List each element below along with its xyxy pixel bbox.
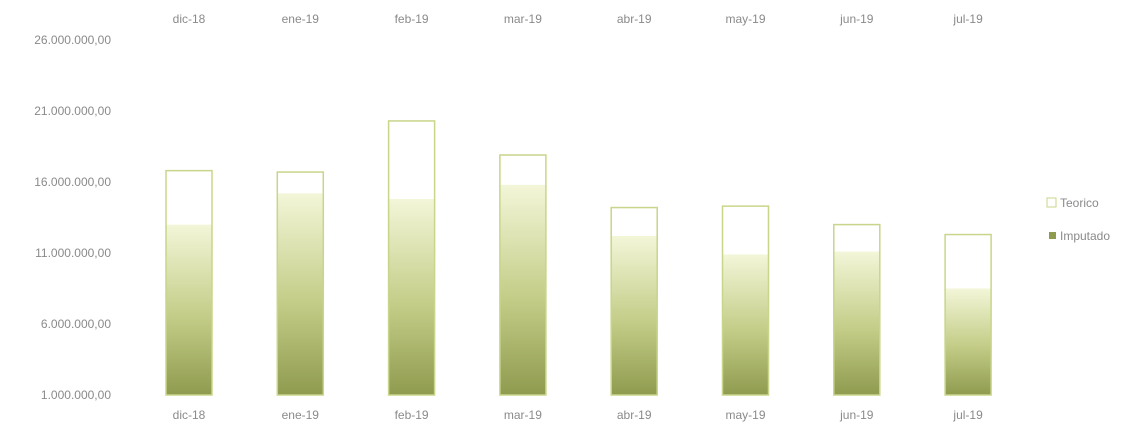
y-tick-label: 6.000.000,00 <box>41 317 111 331</box>
bar-teorico <box>165 169 213 396</box>
y-tick-label: 21.000.000,00 <box>34 104 111 118</box>
x-tick-label-top: dic-18 <box>173 12 206 26</box>
x-tick-label-top: jun-19 <box>839 12 874 26</box>
legend-label-imputado: Imputado <box>1060 229 1110 243</box>
x-tick-label-bottom: jul-19 <box>952 408 983 422</box>
x-tick-label-top: feb-19 <box>395 12 429 26</box>
legend-swatch-teorico <box>1046 197 1057 208</box>
x-axis-top: dic-18 ene-19 feb-19 mar-19 abr-19 may-19 jun-… <box>173 12 983 26</box>
bar-teorico <box>499 154 547 396</box>
legend-label-teorico: Teorico <box>1060 196 1099 210</box>
bar-teorico <box>721 205 770 396</box>
bar-imputado <box>388 199 435 395</box>
x-tick-label-bottom: mar-19 <box>504 408 542 422</box>
bar-imputado <box>833 251 880 395</box>
bars <box>165 120 992 396</box>
x-tick-label-bottom: abr-19 <box>617 408 652 422</box>
bar-imputado <box>722 254 769 395</box>
y-tick-label: 26.000.000,00 <box>34 33 111 47</box>
bar-imputado <box>166 224 212 395</box>
bar-teorico <box>833 223 881 396</box>
legend: Teorico Imputado <box>1046 196 1110 243</box>
bar-imputado <box>945 288 992 395</box>
y-tick-label: 1.000.000,00 <box>41 388 111 402</box>
x-tick-label-bottom: feb-19 <box>395 408 429 422</box>
x-tick-label-bottom: may-19 <box>725 408 765 422</box>
bar-teorico <box>276 171 325 396</box>
bar-imputado <box>277 193 324 395</box>
bar-imputado <box>611 235 658 395</box>
x-axis-bottom: dic-18 ene-19 feb-19 mar-19 abr-19 may-19 jun-… <box>173 408 983 422</box>
y-axis: 1.000.000,00 6.000.000,00 11.000.000,00 16.… <box>34 33 111 402</box>
x-tick-label-bottom: jun-19 <box>839 408 874 422</box>
x-tick-label-top: ene-19 <box>282 12 320 26</box>
y-tick-label: 16.000.000,00 <box>34 175 111 189</box>
x-tick-label-top: may-19 <box>725 12 765 26</box>
y-tick-label: 11.000.000,00 <box>35 246 111 260</box>
bar-imputado <box>499 184 546 395</box>
x-tick-label-top: abr-19 <box>617 12 652 26</box>
x-tick-label-top: jul-19 <box>952 12 983 26</box>
x-tick-label-bottom: dic-18 <box>173 408 206 422</box>
x-tick-label-bottom: ene-19 <box>282 408 320 422</box>
bar-teorico <box>944 233 992 396</box>
bar-teorico <box>610 206 658 396</box>
x-tick-label-top: mar-19 <box>504 12 542 26</box>
legend-swatch-imputado <box>1049 232 1056 239</box>
bar-teorico <box>387 120 436 396</box>
